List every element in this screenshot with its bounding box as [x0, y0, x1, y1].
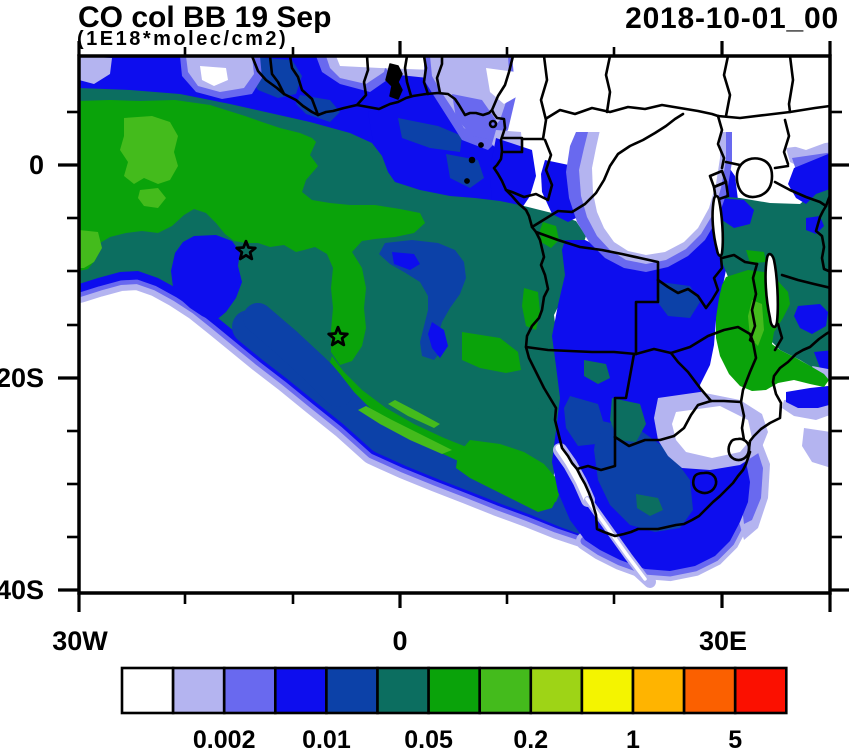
svg-text:0: 0 — [392, 626, 407, 656]
svg-text:30W: 30W — [52, 626, 108, 656]
svg-text:40S: 40S — [0, 575, 44, 605]
svg-text:0.002: 0.002 — [193, 726, 256, 750]
svg-text:5: 5 — [728, 726, 742, 750]
svg-text:30E: 30E — [699, 626, 747, 656]
svg-text:1: 1 — [626, 726, 640, 750]
svg-text:(1E18*molec/cm2): (1E18*molec/cm2) — [77, 28, 288, 50]
svg-text:20S: 20S — [0, 363, 44, 393]
svg-text:0.05: 0.05 — [404, 726, 453, 750]
svg-text:CO col BB 19 Sep: CO col BB 19 Sep — [78, 1, 331, 34]
svg-text:0.2: 0.2 — [513, 726, 548, 750]
svg-text:0.01: 0.01 — [302, 726, 351, 750]
svg-text:2018-10-01_00: 2018-10-01_00 — [625, 2, 839, 35]
svg-text:0: 0 — [29, 150, 44, 180]
